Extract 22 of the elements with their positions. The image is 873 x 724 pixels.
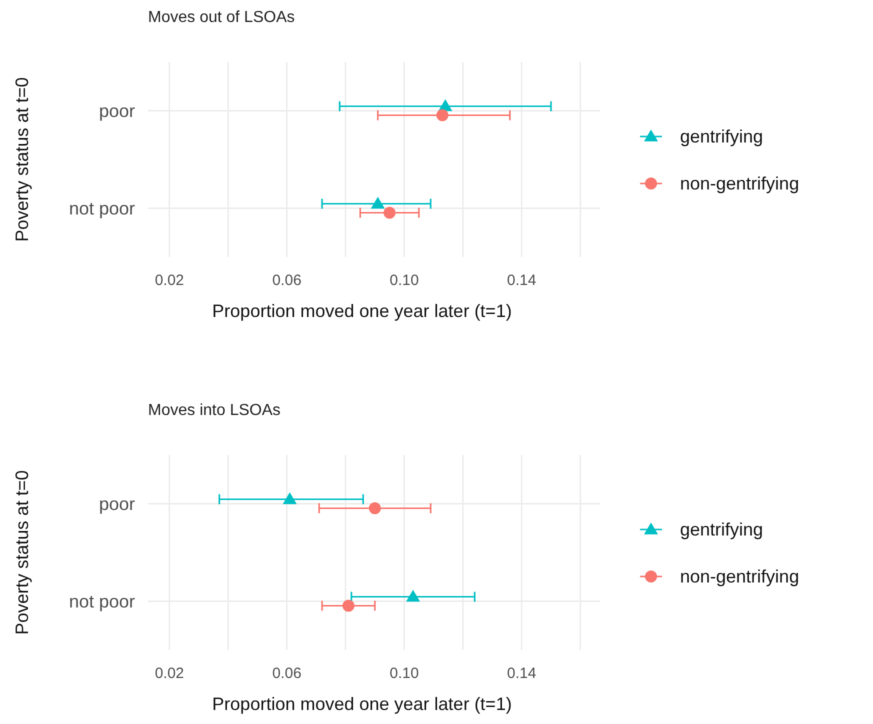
y-tick-label: not poor	[68, 198, 135, 218]
text: 0.10	[390, 272, 419, 289]
x-tick-label: 0.02	[154, 272, 184, 289]
x-axis-title: Proportion moved one year later (t=1)	[212, 694, 512, 714]
legend-label: non-gentrifying	[680, 174, 800, 194]
x-tick-label: 0.06	[272, 665, 302, 682]
legend-label: non-gentrifying	[680, 566, 800, 586]
legend-label: gentrifying	[680, 520, 764, 540]
x-tick-label: 0.02	[154, 665, 184, 682]
y-tick-label: poor	[98, 494, 135, 514]
y-axis-title: Poverty status at t=0	[12, 470, 32, 635]
chart-title: Moves out of LSOAs	[148, 9, 295, 26]
y-axis-title: Poverty status at t=0	[12, 77, 32, 242]
x-tick-label: 0.14	[507, 665, 536, 682]
y-tick-label: poor	[98, 100, 135, 121]
x-axis-title: Proportion moved one year later (t=1)	[212, 301, 512, 321]
text: 0.10	[390, 665, 419, 682]
x-tick-label: 0.14	[507, 272, 536, 289]
legend-label: gentrifying	[680, 126, 764, 146]
chart-title: Moves into LSOAs	[148, 402, 280, 419]
y-tick-label: not poor	[68, 591, 135, 612]
x-tick-label: 0.06	[272, 272, 302, 289]
